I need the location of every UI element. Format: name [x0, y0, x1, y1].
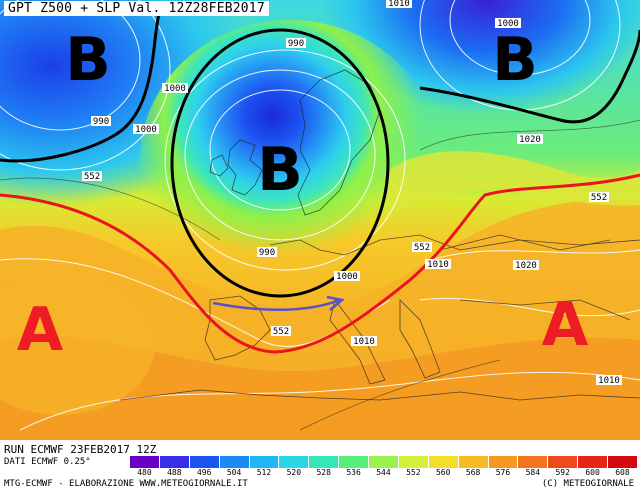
legend-value: 576: [488, 468, 518, 477]
isobar-1000-nw-label: 1000: [164, 84, 186, 94]
legend-value: 528: [309, 468, 339, 477]
isobar-1010-east-label: 1010: [598, 376, 620, 386]
flow-arrow: [212, 295, 345, 311]
legend-swatch-608: 608: [608, 456, 638, 477]
isobar-1000-nw-label-bg: [162, 83, 188, 93]
isobar-1000-atlantic-label-bg: [133, 124, 159, 134]
isobar-990-south-label: 990: [259, 248, 275, 258]
high-eastern-europe-letter: A: [542, 290, 589, 360]
legend-swatch-480: 480: [130, 456, 160, 477]
legend-swatch-520: 520: [279, 456, 310, 477]
isobar-1000-atlantic-label: 1000: [135, 125, 157, 135]
isobar-1010-italy-label-bg: [351, 336, 377, 346]
legend-swatch-600: 600: [578, 456, 608, 477]
legend-value: 504: [219, 468, 249, 477]
legend-swatch-592: 592: [548, 456, 579, 477]
legend-value: 544: [369, 468, 398, 477]
legend-value: 584: [518, 468, 548, 477]
credit-left: MTG-ECMWF - ELABORAZIONE WWW.METEOGIORNA…: [4, 479, 248, 489]
isobar-1000-alps-label-bg: [334, 271, 360, 281]
isoheight-552-alps-label-bg: [271, 326, 291, 336]
legend-swatch-568: 568: [458, 456, 489, 477]
isobar-990-north-label: 990: [288, 39, 304, 49]
geopotential-lines: [0, 119, 640, 431]
legend-value: 536: [339, 468, 368, 477]
isobar-990-atlantic-label-bg: [91, 116, 111, 126]
isobar-1010-italy-label: 1010: [353, 337, 375, 347]
isoheight-552-central-label: 552: [414, 243, 430, 253]
legend-value: 512: [249, 468, 279, 477]
jet-stream-line: [0, 173, 640, 354]
legend-value: 488: [159, 468, 189, 477]
isobar-1000-alps-label: 1000: [336, 272, 358, 282]
isobar-1000-russia-label: 1000: [497, 19, 519, 29]
legend-swatch-512: 512: [249, 456, 280, 477]
isoheight-552-east-label-bg: [589, 192, 609, 202]
coastlines: [119, 69, 640, 401]
legend-value: 480: [130, 468, 159, 477]
isobar-1010-east-label-bg: [596, 375, 622, 385]
legend-swatch-488: 488: [159, 456, 190, 477]
map-title: GPT Z500 + SLP Val. 12Z28FEB2017: [4, 1, 269, 16]
data-source: DATI ECMWF 0.25°: [4, 457, 91, 467]
credit-right: (C) METEOGIORNALE: [541, 479, 634, 489]
trough-line-northeast: [419, 29, 640, 124]
isobar-1020-north-label: 1020: [519, 135, 541, 145]
isobar-1020-east-label: 1020: [515, 261, 537, 271]
isobar-1020-north-label-bg: [517, 134, 543, 144]
isobar-990-atlantic-label: 990: [93, 117, 109, 127]
legend-swatch-504: 504: [219, 456, 250, 477]
legend-value: 560: [428, 468, 458, 477]
isobar-1010-top-label-bg: [386, 0, 412, 8]
legend-value: 592: [548, 468, 578, 477]
isobar-1020-east-label-bg: [513, 260, 539, 270]
low-scandinavia-outline: [170, 28, 390, 298]
high-azores-letter: A: [17, 295, 64, 365]
isobar-1000-russia-label-bg: [495, 18, 521, 28]
isobar-990-north-label-bg: [286, 38, 306, 48]
legend-value: 496: [189, 468, 219, 477]
low-north-russia-letter: B: [492, 25, 538, 95]
legend-swatch-584: 584: [518, 456, 549, 477]
trough-line-northwest: [0, 9, 162, 163]
isolines: [0, 0, 640, 430]
legend-swatch-496: 496: [189, 456, 220, 477]
weather-map: B B B A A 990 1000 1000 990 990 552 552 552 552 1000 1…: [0, 0, 640, 440]
isoheight-552-west-label: 552: [84, 172, 100, 182]
isoheight-552-alps-label: 552: [273, 327, 289, 337]
isoheight-552-central-label-bg: [412, 242, 432, 252]
legend-value: 520: [279, 468, 309, 477]
isoheight-552-east-label: 552: [591, 193, 607, 203]
low-northwest-atlantic-letter: B: [65, 25, 111, 95]
isobar-1010-germany-label-bg: [425, 259, 451, 269]
legend-swatch-552: 552: [398, 456, 429, 477]
legend-value: 608: [608, 468, 637, 477]
legend-swatch-528: 528: [309, 456, 340, 477]
isobar-1010-top-label: 1010: [388, 0, 410, 9]
legend-swatch-536: 536: [339, 456, 369, 477]
legend-value: 568: [458, 468, 488, 477]
legend-swatch-576: 576: [488, 456, 519, 477]
isobar-990-south-label-bg: [257, 247, 277, 257]
run-info: RUN ECMWF 23FEB2017 12Z: [4, 443, 157, 456]
low-scandinavia-letter: B: [257, 135, 303, 205]
color-scale-legend: 480 488 496 504 512 520 528 536 544 552 560 568 576 5…: [130, 456, 638, 477]
legend-value: 600: [578, 468, 607, 477]
legend-value: 552: [398, 468, 428, 477]
legend-swatch-544: 544: [369, 456, 399, 477]
legend-swatch-560: 560: [428, 456, 459, 477]
isoheight-552-west-label-bg: [82, 171, 102, 181]
isobar-1010-germany-label: 1010: [427, 260, 449, 270]
